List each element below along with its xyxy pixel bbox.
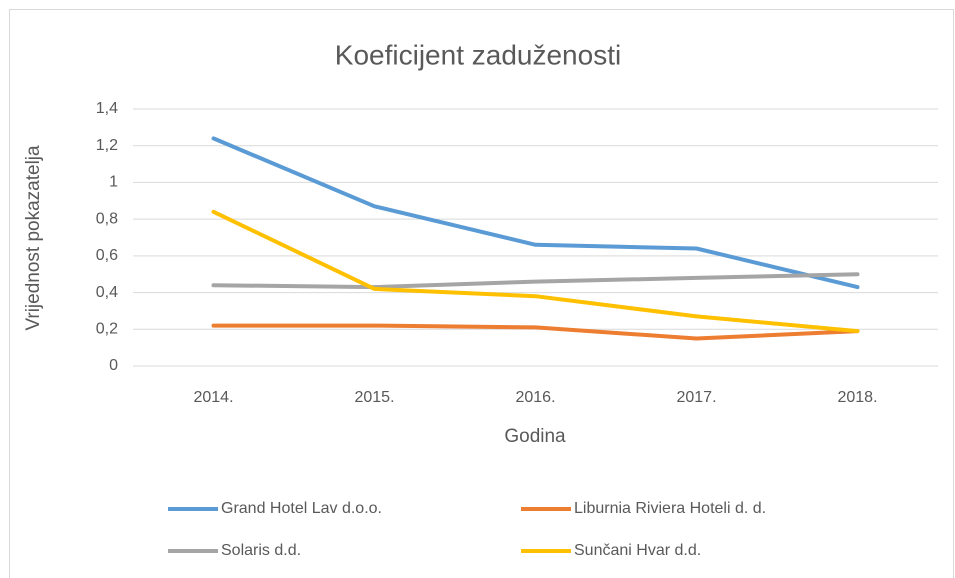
y-tick-label: 1 [109, 174, 118, 191]
y-tick-label: 0,6 [96, 247, 118, 264]
x-tick-label: 2016. [515, 389, 555, 406]
y-tick-label: 1,4 [96, 100, 118, 117]
legend-label: Solaris d.d. [221, 542, 301, 559]
y-axis-label: Vrijednost pokazatelja [23, 145, 44, 331]
x-tick-label: 2017. [676, 389, 716, 406]
chart-title: Koeficijent zaduženosti [335, 39, 621, 70]
y-tick-label: 1,2 [96, 137, 118, 154]
series-line [211, 209, 860, 334]
y-tick-label: 0,8 [96, 210, 118, 227]
legend-label: Liburnia Riviera Hoteli d. d. [574, 500, 766, 517]
x-tick-label: 2014. [193, 389, 233, 406]
y-tick-label: 0,2 [96, 321, 118, 338]
legend-label: Sunčani Hvar d.d. [574, 542, 701, 559]
x-axis-label: Godina [504, 426, 566, 447]
y-tick-label: 0,4 [96, 284, 118, 301]
series-line [211, 323, 860, 341]
legend-label: Grand Hotel Lav d.o.o. [221, 500, 382, 517]
y-tick-label: 0 [109, 357, 118, 374]
series-line [211, 136, 860, 290]
x-tick-label: 2018. [837, 389, 877, 406]
x-tick-label: 2015. [354, 389, 394, 406]
series-line [211, 272, 860, 290]
